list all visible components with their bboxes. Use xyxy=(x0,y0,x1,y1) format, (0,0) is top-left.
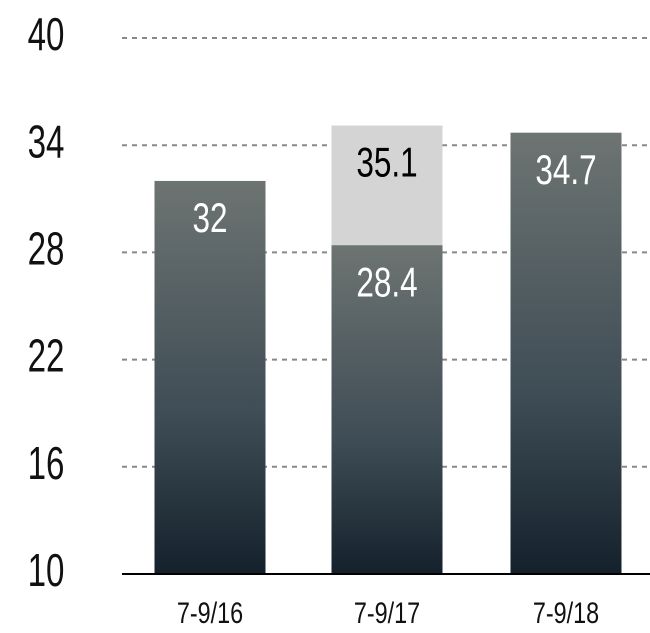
value-label: 35.1 xyxy=(356,138,417,186)
x-tick-label: 7-9/16 xyxy=(177,596,243,629)
y-tick-label: 22 xyxy=(28,332,65,382)
value-label: 34.7 xyxy=(535,145,596,193)
y-tick-label: 16 xyxy=(28,439,65,489)
y-tick-label: 28 xyxy=(28,224,65,274)
bar xyxy=(331,245,443,574)
value-label: 28.4 xyxy=(356,258,417,306)
x-tick-label: 7-9/18 xyxy=(533,596,599,629)
bar xyxy=(510,132,622,574)
x-tick-label: 7-9/17 xyxy=(354,596,420,629)
value-label: 32 xyxy=(192,194,227,242)
bar xyxy=(154,180,266,574)
y-tick-label: 10 xyxy=(28,546,65,596)
y-tick-label: 40 xyxy=(28,10,65,60)
y-tick-label: 34 xyxy=(28,117,65,167)
